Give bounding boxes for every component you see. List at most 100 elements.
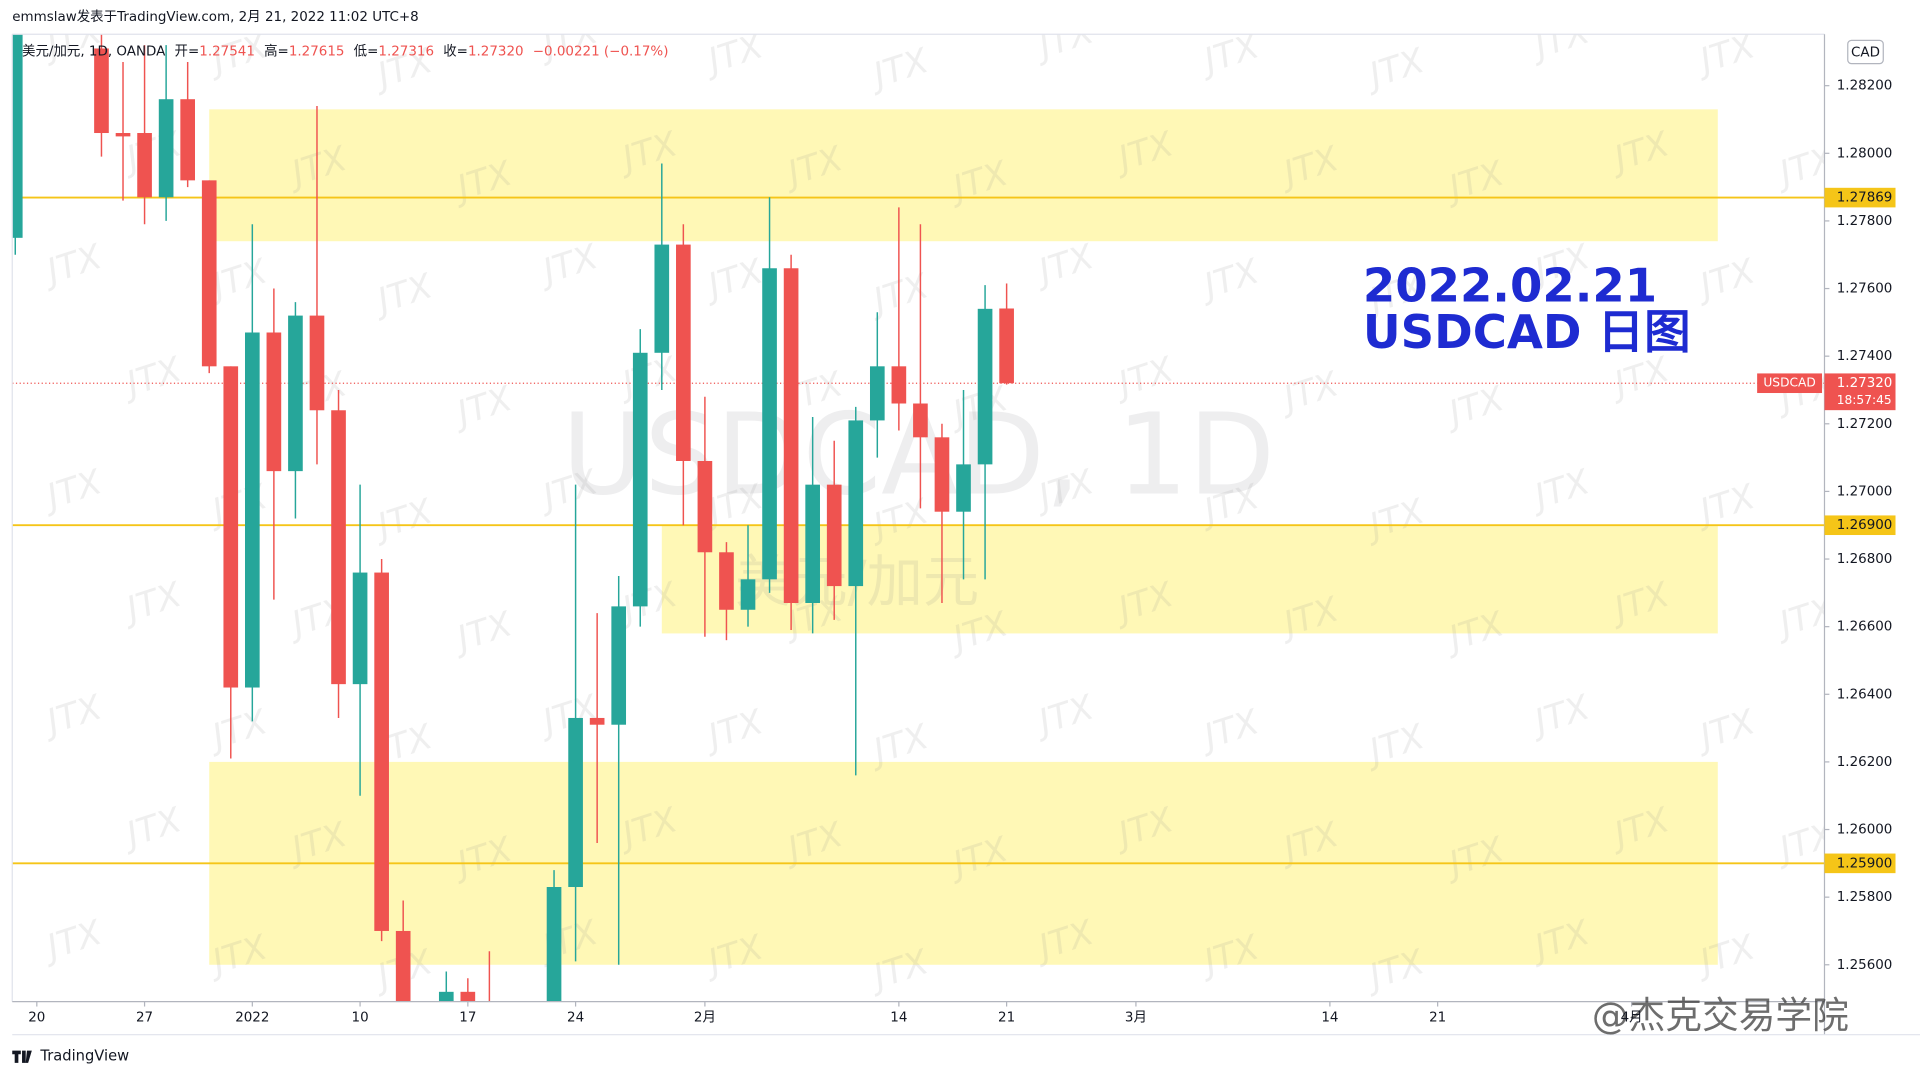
- candle-body: [869, 366, 885, 421]
- x-tick-label: 4月: [1621, 1011, 1643, 1026]
- candle-body: [568, 717, 583, 888]
- candle-body: [244, 332, 260, 688]
- candle-body: [352, 572, 368, 685]
- ohlc-value: 1.27316: [378, 44, 434, 59]
- brand: TradingView: [39, 1048, 129, 1065]
- candle-body: [460, 991, 476, 1002]
- brand-logo: TradingView: [12, 1048, 129, 1065]
- currency-box: [1847, 39, 1884, 65]
- candle-body: [288, 315, 303, 472]
- candle-body: [546, 887, 562, 1002]
- candle-body: [762, 268, 777, 580]
- ohlc-key: 低=: [354, 43, 379, 59]
- x-tick-label: 21: [998, 1011, 1015, 1026]
- candles: [12, 34, 1014, 1002]
- y-tick-label: 1.26400: [1837, 687, 1893, 702]
- change: −0.00221 (−0.17%): [533, 44, 669, 59]
- level-label-box: [1824, 853, 1896, 874]
- y-tick-label: 1.26000: [1837, 823, 1893, 838]
- candle-body: [223, 366, 239, 688]
- y-tick-label: 1.25600: [1837, 958, 1893, 973]
- symbol-label-box: [1757, 373, 1823, 394]
- level-label: 1.26900: [1837, 518, 1893, 533]
- y-tick-label: 1.28200: [1837, 79, 1893, 94]
- candle-body: [201, 180, 217, 367]
- x-tick-label: 14: [890, 1011, 907, 1026]
- candle-body: [697, 460, 713, 553]
- x-tick-label: 17: [459, 1011, 476, 1026]
- symbol-label: USDCAD: [1763, 376, 1815, 390]
- candle-body: [137, 133, 152, 198]
- candle-body: [719, 552, 734, 610]
- candle-body: [783, 268, 799, 603]
- candle-body: [826, 484, 842, 587]
- candle-body: [266, 332, 282, 472]
- ohlc-key: 高=: [264, 42, 289, 59]
- ohlc-key: 开=: [175, 44, 200, 59]
- legend: 美元/加元, 1D, OANDA 开=1.27541 高=1.27615 低=1…: [22, 42, 668, 59]
- x-tick-label: 2月: [694, 1011, 716, 1026]
- y-tick-label: 1.26600: [1837, 620, 1893, 635]
- candle-body: [654, 244, 670, 353]
- candle-body: [438, 991, 454, 1002]
- zone: [209, 109, 1718, 242]
- currency: CAD: [1851, 46, 1880, 61]
- annotation: USDCAD 日图: [1363, 305, 1691, 359]
- y-tick-label: 1.26800: [1837, 552, 1893, 567]
- logo-icon: [12, 1050, 32, 1063]
- y-tick-label: 1.27200: [1837, 417, 1893, 432]
- candle-body: [589, 717, 605, 725]
- candle-body: [934, 437, 950, 512]
- candle-body: [395, 930, 411, 1002]
- y-tick-label: 1.27400: [1837, 349, 1893, 364]
- ohlc-value: 1.27320: [468, 44, 524, 59]
- level-label-box: [1824, 515, 1896, 536]
- x-tick-label: 10: [352, 1011, 369, 1026]
- byline: emmslaw发表于TradingView.com, 2月 21, 2022 1…: [12, 9, 418, 25]
- candle-body: [913, 403, 928, 438]
- level-label-box: [1824, 187, 1896, 208]
- x-tick-label: 27: [136, 1011, 153, 1026]
- x-tick-label: 21: [1429, 1011, 1446, 1026]
- candle-body: [956, 464, 971, 512]
- y-tick-label: 1.27600: [1837, 282, 1893, 297]
- candle-body: [94, 48, 109, 134]
- y-tick-label: 1.27000: [1837, 484, 1893, 499]
- candle-body: [12, 34, 23, 238]
- y-tick-label: 1.26200: [1837, 755, 1893, 770]
- ohlc-value: 1.27615: [289, 44, 345, 59]
- candle-body: [977, 308, 993, 465]
- candle-body: [999, 308, 1014, 384]
- countdown: 18:57:45: [1837, 393, 1892, 407]
- candle-body: [309, 315, 325, 411]
- symbol: 美元/加元, 1D, OANDA: [22, 43, 166, 59]
- x-tick-label: 20: [28, 1011, 45, 1026]
- candle-body: [676, 244, 691, 461]
- candle-body: [891, 366, 907, 404]
- x-tick-label: 2022: [235, 1011, 269, 1026]
- annotation: 2022.02.21: [1363, 258, 1657, 312]
- candle-body: [331, 410, 346, 685]
- candle-body: [848, 420, 864, 587]
- candle-body: [740, 579, 756, 610]
- x-tick-label: 24: [567, 1011, 584, 1026]
- candle-body: [158, 99, 174, 198]
- level-label: 1.27869: [1837, 191, 1893, 206]
- y-tick-label: 1.25800: [1837, 890, 1893, 905]
- ohlc-key: 收=: [443, 43, 468, 59]
- author-watermark: @杰克交易学院: [1592, 994, 1849, 1037]
- candle-body: [180, 99, 195, 181]
- candle-body: [115, 133, 131, 137]
- price-label-box: [1824, 373, 1896, 411]
- candle-body: [611, 606, 627, 725]
- x-tick-label: 14: [1321, 1011, 1338, 1026]
- ohlc-value: 1.27541: [199, 44, 255, 59]
- price-label: 1.27320: [1837, 376, 1893, 391]
- y-tick-label: 1.28000: [1837, 146, 1893, 161]
- candle-body: [374, 572, 389, 931]
- candle-body: [632, 352, 648, 607]
- y-tick-label: 1.27800: [1837, 214, 1893, 229]
- candle-body: [805, 484, 820, 603]
